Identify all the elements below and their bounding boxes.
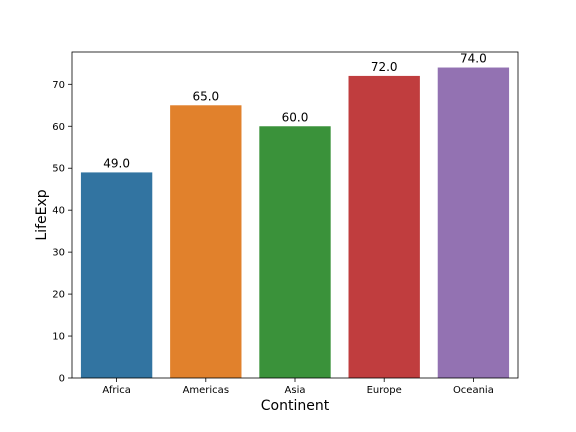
data-label-oceania: 74.0 [460, 52, 487, 66]
y-tick-label: 70 [52, 80, 65, 91]
y-tick-label: 20 [52, 290, 65, 301]
y-tick-label: 10 [52, 332, 65, 343]
x-tick-label-asia: Asia [285, 385, 306, 396]
data-label-asia: 60.0 [282, 110, 309, 124]
y-tick-label: 60 [52, 122, 65, 133]
plot-frame [71, 51, 519, 379]
bar-europe [348, 75, 420, 379]
bar-africa [80, 172, 153, 378]
y-tick-label: 30 [52, 248, 65, 259]
bar-americas [170, 105, 242, 378]
data-label-africa: 49.0 [103, 156, 130, 170]
y-tick-label: 50 [52, 164, 65, 175]
x-tick-label-europe: Europe [367, 385, 402, 396]
data-label-europe: 72.0 [371, 60, 398, 74]
data-labels-group: 49.0 65.0 60.0 72.0 74.0 [103, 52, 487, 171]
ticks-group: Africa Americas Asia Europe Oceania 0 10 20 30 40… [52, 80, 494, 396]
bar-asia [259, 126, 331, 379]
y-tick-label: 0 [59, 374, 65, 385]
bars-group [80, 67, 510, 379]
y-tick-label: 40 [52, 206, 65, 217]
bar-oceania [437, 67, 510, 379]
x-tick-label-oceania: Oceania [453, 385, 494, 396]
x-tick-label-africa: Africa [102, 385, 131, 396]
x-axis-title: Continent [261, 398, 330, 414]
y-axis-title: LifeExp [34, 189, 50, 240]
x-tick-label-americas: Americas [183, 385, 229, 396]
data-label-americas: 65.0 [192, 89, 219, 103]
